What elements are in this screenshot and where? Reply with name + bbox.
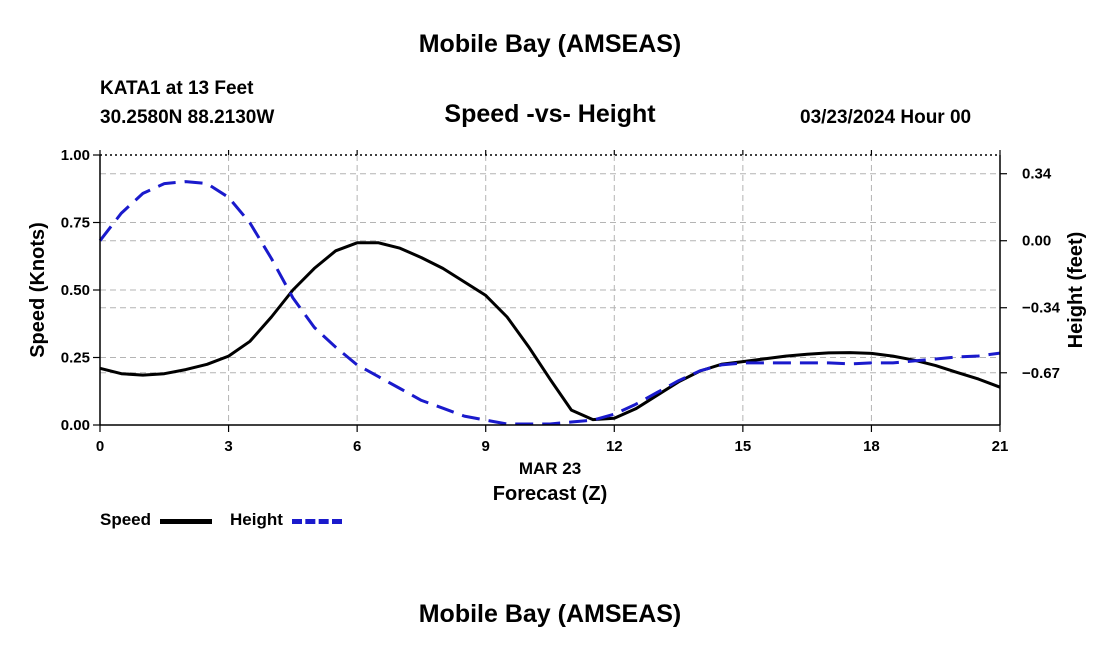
y-tick-label: 0.25 [61,350,90,367]
y2-tick-label: −0.34 [1022,300,1061,317]
legend-label-speed: Speed [100,510,152,529]
grid [100,155,1000,425]
x-axis-date-label: MAR 23 [519,459,581,478]
y-tick-label: 0.50 [61,282,90,299]
y-tick-label: 1.00 [61,147,90,164]
series-line-height [98,180,1001,426]
legend-swatch-height [292,519,342,524]
forecast-datetime: 03/23/2024 Hour 00 [800,107,972,128]
station-coordinates: 30.2580N 88.2130W [100,107,275,128]
y2-axis-label: Height (feet) [1065,232,1087,349]
chart-subtitle: Speed -vs- Height [444,100,656,128]
x-tick-label: 15 [735,438,752,455]
x-tick-label: 9 [482,438,490,455]
legend-label-height: Height [230,510,283,529]
y-axis-label: Speed (Knots) [27,222,49,358]
x-tick-label: 6 [353,438,361,455]
x-tick-label: 21 [992,438,1009,455]
x-tick-label: 12 [606,438,623,455]
x-tick-label: 18 [863,438,880,455]
chart-footer-title: Mobile Bay (AMSEAS) [418,600,682,628]
station-label: KATA1 at 13 Feet [100,78,254,99]
y-tick-label: 0.75 [61,215,90,232]
series-lines [98,180,1001,426]
y-tick-label: 0.00 [61,417,90,434]
legend-swatch-speed [160,519,212,524]
x-tick-label: 3 [224,438,232,455]
x-axis-label: Forecast (Z) [493,483,607,505]
series-line-speed [99,241,1001,422]
chart-main-title: Mobile Bay (AMSEAS) [418,30,682,58]
y2-tick-label: 0.00 [1022,233,1051,250]
y2-tick-label: −0.67 [1022,365,1060,382]
x-tick-label: 0 [96,438,104,455]
y2-tick-label: 0.34 [1022,166,1052,183]
axes: 0 3 6 9 12 15 18 21 0.00 0.25 0.50 0.75 1.00 0.34 0.00… [61,147,1061,455]
